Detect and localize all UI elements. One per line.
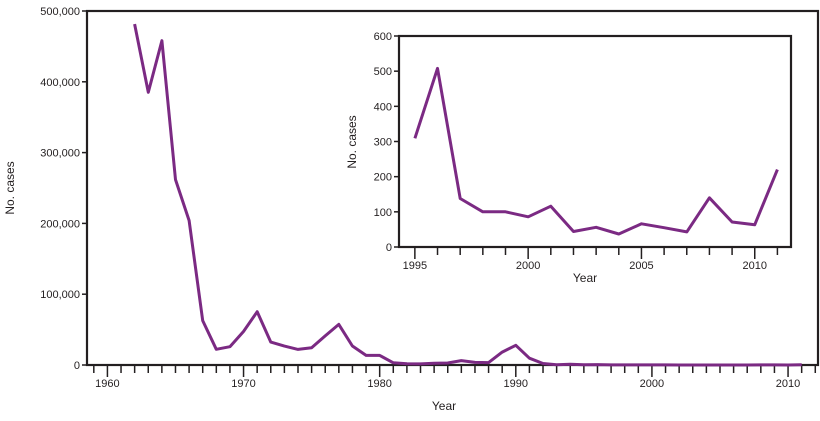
y-tick-label: 600	[374, 31, 392, 43]
y-tick-label: 200,000	[40, 218, 80, 230]
x-tick-label: 2010	[743, 260, 767, 272]
y-tick-label: 100,000	[40, 289, 80, 301]
y-tick-label: 200	[374, 172, 392, 184]
inset-chart: 0 100 200 300 400 500 600 1995 2000 2005 2010 No. c…	[345, 31, 793, 285]
y-tick-label: 400,000	[40, 77, 80, 89]
y-tick-label: 400	[374, 101, 392, 113]
x-tick-label: 1970	[231, 378, 255, 390]
x-tick-label: 2010	[776, 378, 800, 390]
x-tick-label: 2000	[516, 260, 540, 272]
inset-x-axis-label: Year	[573, 271, 597, 285]
cases-line	[133, 23, 802, 367]
y-tick-label: 300,000	[40, 148, 80, 160]
main-x-axis-label: Year	[432, 399, 456, 413]
y-tick-label: 0	[386, 242, 392, 254]
y-tick-label: 500	[374, 66, 392, 78]
inset-y-axis-label: No. cases	[345, 115, 359, 168]
x-tick-label: 1960	[95, 378, 119, 390]
main-y-axis-label: No. cases	[3, 161, 17, 214]
y-tick-label: 300	[374, 137, 392, 149]
x-tick-label: 2005	[629, 260, 653, 272]
y-tick-label: 100	[374, 207, 392, 219]
y-tick-label: 0	[74, 360, 80, 372]
x-tick-label: 1980	[367, 378, 391, 390]
x-tick-label: 1990	[504, 378, 528, 390]
x-tick-label: 1995	[403, 260, 427, 272]
plot-frame	[397, 34, 793, 249]
y-tick-label: 500,000	[40, 6, 80, 18]
x-tick-label: 2000	[640, 378, 664, 390]
cases-line	[413, 66, 779, 236]
